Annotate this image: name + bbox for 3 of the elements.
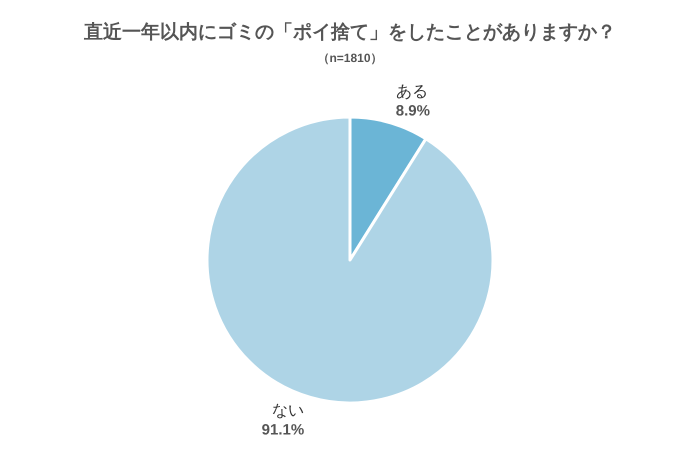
pie-slice [206, 116, 494, 404]
chart-subtitle: （n=1810） [317, 51, 383, 65]
chart-title: 直近一年以内にゴミの「ポイ捨て」をしたことがありますか？ [83, 21, 616, 43]
